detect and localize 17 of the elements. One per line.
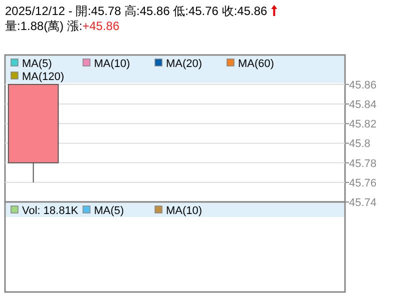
y-tick-label: 45.82 (349, 118, 377, 131)
y-tick-label: 45.8 (349, 138, 370, 150)
legend-label: MA(10) (94, 58, 130, 70)
legend-label: MA(120) (22, 71, 64, 83)
legend-label: MA(20) (166, 58, 202, 70)
y-tick-label: 45.84 (349, 99, 377, 111)
legend-label: MA(10) (166, 205, 202, 217)
y-tick-label: 45.86 (349, 79, 377, 92)
legend-label: MA(5) (22, 58, 52, 70)
legend-label: Vol: 18.81K (22, 205, 79, 217)
legend-label: MA(60) (238, 58, 274, 70)
y-tick-label: 45.76 (349, 177, 377, 190)
y-tick-label: 45.78 (349, 158, 377, 170)
chart-subtitle: 量:1.88(萬) 漲:+45.86 (5, 19, 120, 33)
y-tick-label: 45.74 (349, 197, 377, 209)
legend-label: MA(5) (94, 205, 124, 217)
chart-title: 2025/12/12 - 開:45.78 高:45.86 低:45.76 收:45.86 (5, 4, 268, 18)
